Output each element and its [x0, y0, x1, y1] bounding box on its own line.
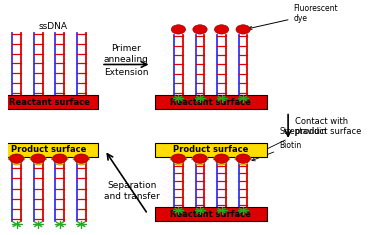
- Circle shape: [33, 159, 43, 165]
- Wedge shape: [213, 154, 230, 160]
- Wedge shape: [235, 154, 252, 160]
- Circle shape: [236, 25, 250, 34]
- Wedge shape: [30, 154, 47, 160]
- Circle shape: [193, 25, 207, 34]
- Bar: [155, 207, 267, 221]
- Bar: [0, 95, 97, 109]
- Wedge shape: [8, 154, 25, 160]
- Text: Product surface: Product surface: [173, 145, 249, 154]
- Text: Fluorescent
dye: Fluorescent dye: [249, 4, 338, 29]
- Circle shape: [53, 154, 67, 163]
- Bar: [0, 143, 97, 157]
- Text: Biotin: Biotin: [252, 141, 301, 161]
- Text: Contact with
product surface: Contact with product surface: [295, 117, 362, 136]
- Text: Product surface: Product surface: [11, 145, 86, 154]
- Circle shape: [174, 159, 183, 165]
- Text: Reactant surface: Reactant surface: [170, 98, 251, 107]
- Circle shape: [76, 159, 86, 165]
- Bar: [155, 95, 267, 109]
- Circle shape: [195, 159, 205, 165]
- Circle shape: [236, 154, 250, 163]
- Text: Reactant surface: Reactant surface: [9, 98, 89, 107]
- Text: Primer
annealing: Primer annealing: [104, 44, 149, 64]
- Circle shape: [171, 154, 186, 163]
- Text: ssDNA: ssDNA: [38, 22, 67, 31]
- Circle shape: [217, 159, 226, 165]
- Wedge shape: [52, 154, 68, 160]
- Wedge shape: [192, 154, 208, 160]
- Circle shape: [171, 25, 186, 34]
- Circle shape: [238, 159, 248, 165]
- Circle shape: [193, 154, 207, 163]
- Text: Reactant surface: Reactant surface: [170, 210, 251, 219]
- Text: Separation
and transfer: Separation and transfer: [104, 181, 159, 201]
- Circle shape: [31, 154, 45, 163]
- Circle shape: [9, 154, 24, 163]
- Circle shape: [74, 154, 88, 163]
- Circle shape: [214, 154, 229, 163]
- Wedge shape: [170, 154, 187, 160]
- Wedge shape: [73, 154, 89, 160]
- Text: Streptavidin: Streptavidin: [252, 127, 326, 156]
- Text: Extension: Extension: [104, 68, 149, 77]
- Circle shape: [214, 25, 229, 34]
- Bar: [155, 143, 267, 157]
- Circle shape: [55, 159, 65, 165]
- Circle shape: [12, 159, 21, 165]
